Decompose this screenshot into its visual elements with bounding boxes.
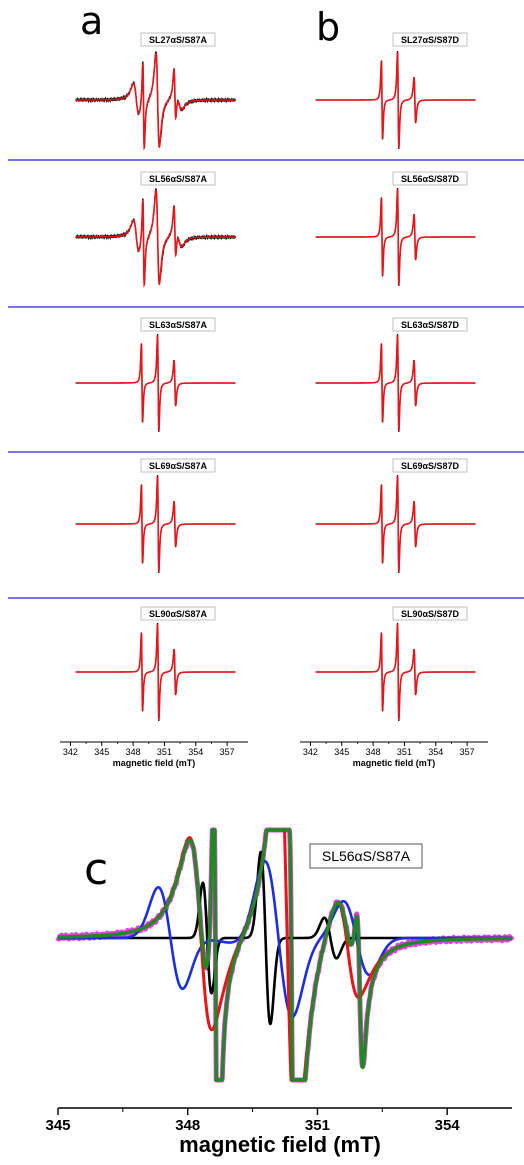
row-dividers [8, 159, 524, 599]
sample-label-box [140, 458, 216, 473]
panel-letter-b: b [316, 5, 340, 49]
x-tick-label: 351 [397, 747, 412, 757]
panel-c-label: SL56αS/S87A [322, 848, 411, 864]
sample-label: SL27αS/S87A [149, 35, 208, 45]
x-tick-label: 351 [305, 1117, 330, 1134]
x-tick-label: 357 [460, 747, 475, 757]
fit-spectrum [315, 623, 476, 721]
fit-spectrum [75, 475, 236, 573]
sample-label-box [392, 458, 468, 473]
sample-label-box [140, 606, 216, 621]
x-axis-title: magnetic field (mT) [179, 1132, 381, 1157]
x-tick-label: 354 [435, 1117, 461, 1134]
component-red [56, 828, 514, 1082]
fit-spectrum [315, 188, 476, 286]
x-tick-label: 357 [220, 747, 235, 757]
component-blue [57, 859, 513, 1019]
fit-spectrum [315, 334, 476, 432]
sample-label: SL69αS/S87A [149, 461, 208, 471]
fit-spectrum [315, 475, 476, 573]
x-axis-title: magnetic field (mT) [353, 758, 436, 768]
panel-c-plot: SL56αS/S87A 345 348 351 354 magnetic field (m… [45, 827, 515, 1157]
x-tick-label: 354 [188, 747, 203, 757]
x-tick-label: 342 [303, 747, 318, 757]
x-tick-label: 345 [94, 747, 109, 757]
x-tick-label: 342 [63, 747, 78, 757]
panel-letter-a: a [80, 0, 103, 43]
fit-spectrum [315, 51, 476, 149]
sample-label: SL56αS/S87D [401, 174, 460, 184]
fit-spectrum [75, 52, 236, 151]
x-tick-label: 348 [366, 747, 381, 757]
simulation-total [56, 828, 514, 1082]
sample-label-box [140, 171, 216, 186]
sample-label-box [392, 171, 468, 186]
sample-label: SL63αS/S87A [149, 320, 208, 330]
x-tick-label: 351 [157, 747, 172, 757]
panels-a-b: SL27αS/S87A SL56αS/S87A SL63αS/S87A SL69αS/… [60, 32, 488, 768]
sample-label-box [140, 32, 216, 47]
sample-label: SL69αS/S87D [401, 461, 460, 471]
x-tick-label: 345 [45, 1117, 70, 1134]
sample-label: SL56αS/S87A [149, 174, 208, 184]
x-tick-label: 354 [428, 747, 443, 757]
panel-letter-c: c [84, 844, 108, 895]
panel-c-label-box [309, 843, 423, 869]
x-tick-label: 348 [126, 747, 141, 757]
sample-label-box [392, 317, 468, 332]
sample-label-box [140, 317, 216, 332]
sample-label-box [392, 32, 468, 47]
sample-label: SL90αS/S87A [149, 609, 208, 619]
sample-label: SL90αS/S87D [401, 609, 460, 619]
x-tick-label: 345 [334, 747, 349, 757]
sample-label: SL27αS/S87D [401, 35, 460, 45]
x-axis-title: magnetic field (mT) [113, 758, 196, 768]
sample-label-box [392, 606, 468, 621]
fit-spectrum [75, 623, 236, 721]
sample-label: SL63αS/S87D [401, 320, 460, 330]
x-tick-label: 348 [175, 1117, 200, 1134]
fit-spectrum [75, 334, 236, 432]
fit-spectrum [75, 189, 236, 288]
